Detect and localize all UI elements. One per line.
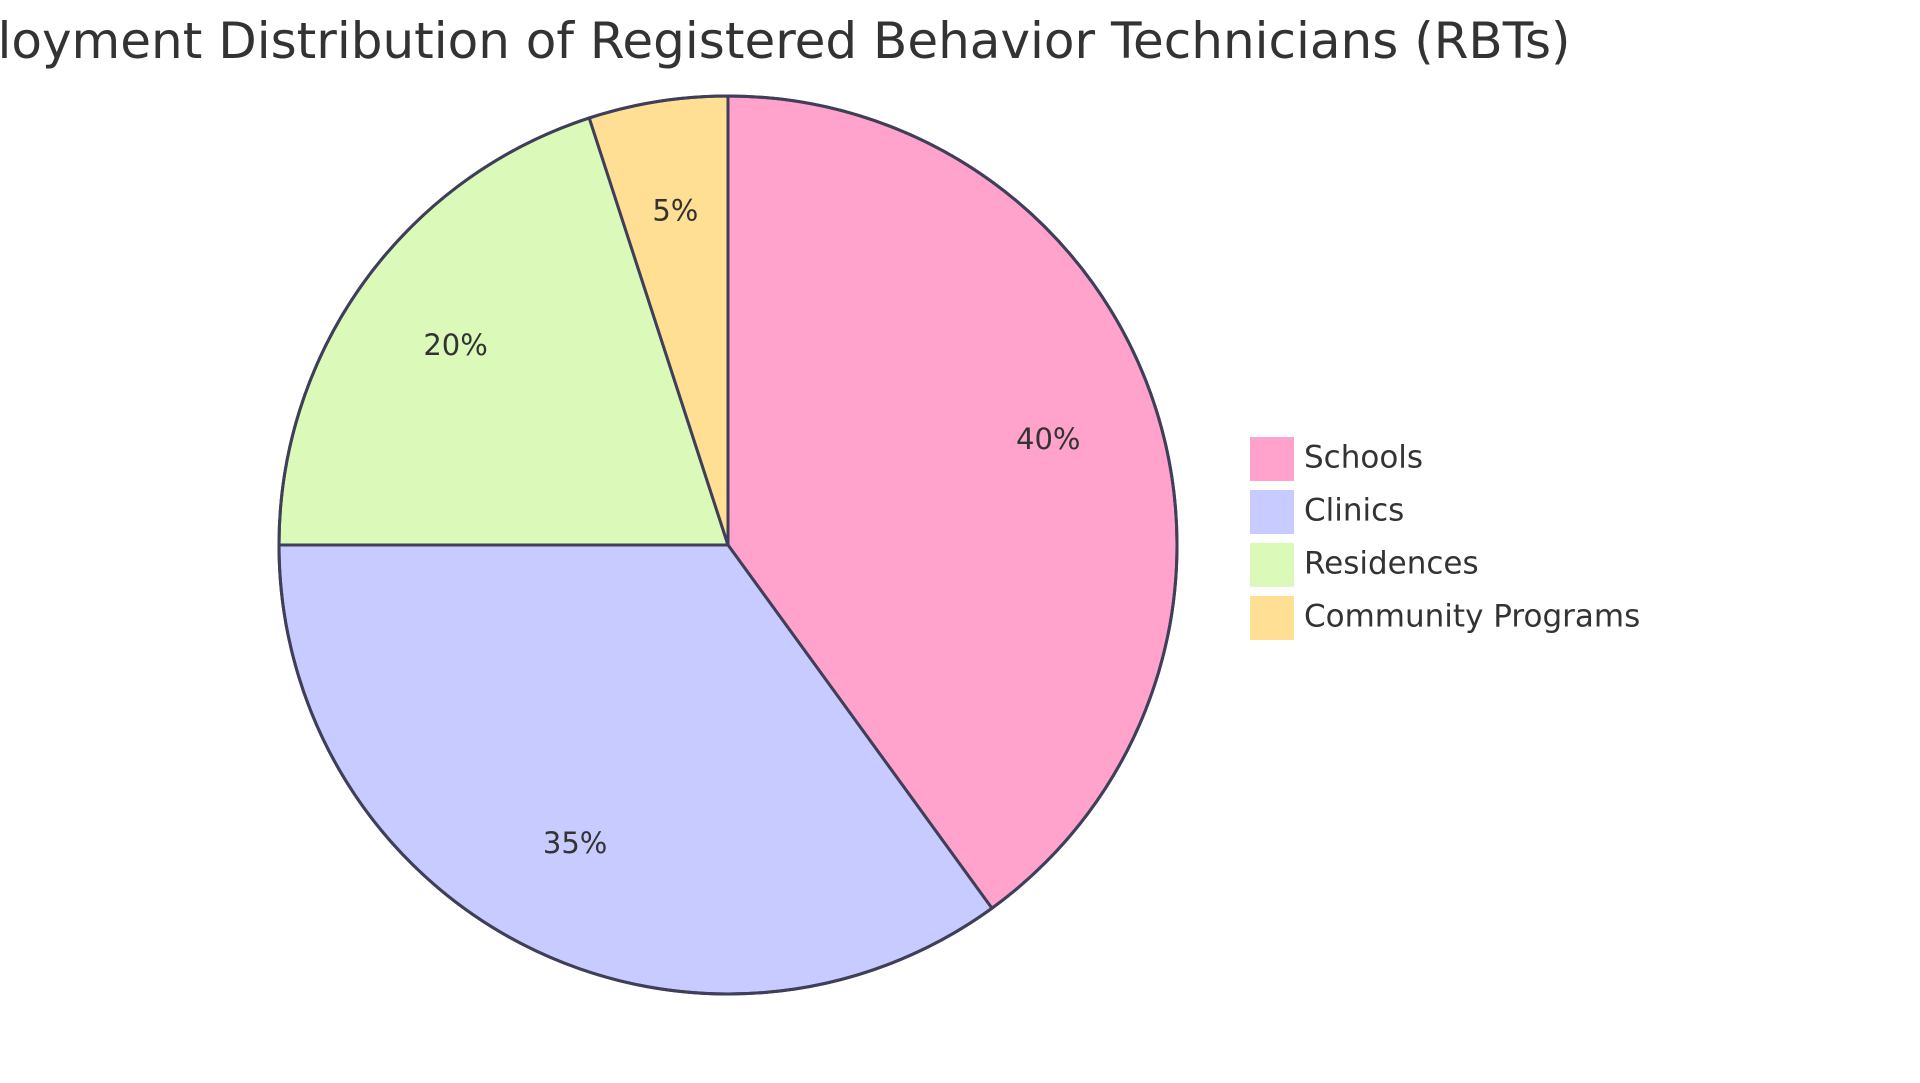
legend-label: Residences: [1304, 546, 1479, 582]
legend-swatch: [1250, 596, 1294, 640]
legend: Schools Clinics Residences Community Progra…: [1250, 437, 1640, 640]
slice-value-label: 20%: [423, 328, 487, 362]
legend-swatch: [1250, 543, 1294, 587]
slice-value-label: 40%: [1016, 422, 1080, 456]
slice-value-label: 5%: [652, 193, 698, 227]
pie-outline: [277, 94, 1179, 996]
legend-swatch: [1250, 490, 1294, 534]
pie-slices: [277, 94, 1179, 996]
legend-label: Clinics: [1304, 493, 1404, 529]
legend-label: Community Programs: [1304, 599, 1640, 635]
legend-label: Schools: [1304, 440, 1423, 476]
legend-swatch: [1250, 437, 1294, 481]
chart-title: Employment Distribution of Registered Be…: [0, 12, 1571, 70]
slice-labels: 40% 35% 20% 5%: [423, 193, 1080, 860]
slice-value-label: 35%: [543, 826, 607, 860]
